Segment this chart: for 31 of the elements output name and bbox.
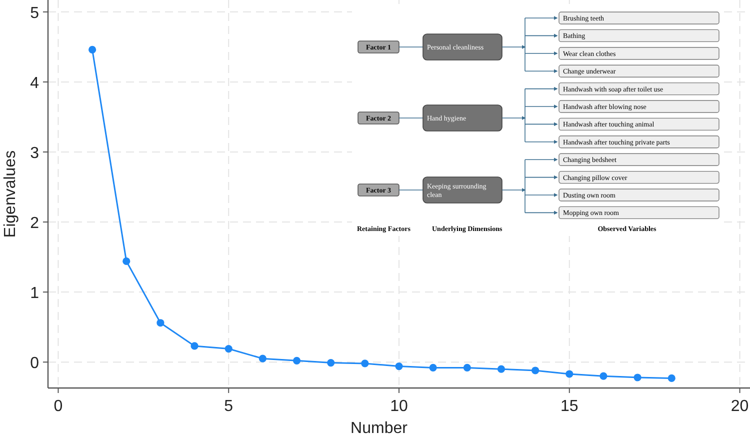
point [463,364,471,372]
y-tick-label: 1 [30,285,40,302]
x-tick-label: 20 [730,398,749,415]
point [600,372,608,380]
point [292,356,301,364]
point [361,360,369,368]
point [122,257,130,266]
point [634,374,642,382]
point [429,364,437,372]
x-tick-label: 5 [224,398,234,415]
point [668,374,676,382]
point [190,342,198,350]
point [327,358,335,367]
y-tick-label: 5 [30,4,40,22]
x-tick-label: 15 [560,398,578,415]
x-axis-title: Number [350,420,408,437]
point [395,362,403,370]
x-tick-label: 0 [54,398,63,415]
y-tick-label: 3 [30,144,40,162]
y-axis-title: Eigenvalues [2,150,19,238]
point [156,319,164,327]
point [497,365,506,373]
point [224,344,232,353]
y-tick-label: 0 [30,355,40,372]
point [88,46,96,54]
point [566,370,574,378]
y-tick-label: 4 [30,74,40,92]
point [532,366,540,374]
y-tick-label: 2 [30,215,40,232]
x-tick-label: 10 [390,398,408,415]
point [258,354,266,362]
